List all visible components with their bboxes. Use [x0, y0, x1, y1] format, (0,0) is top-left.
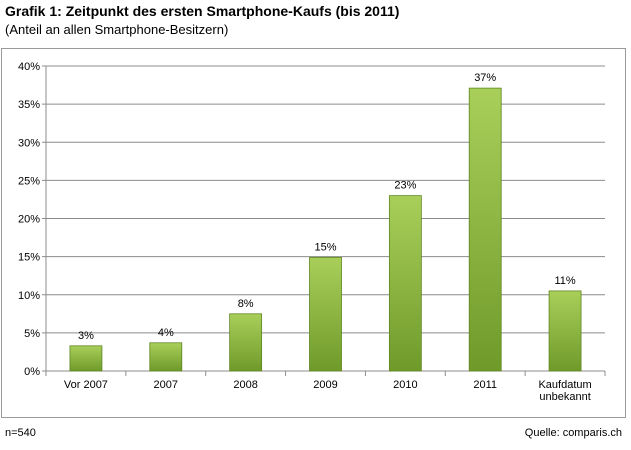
- data-label: 4%: [158, 327, 174, 339]
- x-tick-label: 2010: [393, 379, 417, 391]
- x-tick-label: 2008: [233, 379, 257, 391]
- y-tick-label: 35%: [18, 99, 40, 111]
- y-tick-label: 40%: [18, 61, 40, 73]
- sample-size-note: n=540: [5, 427, 36, 439]
- data-label: 3%: [78, 330, 94, 342]
- x-tick-label: 2009: [313, 379, 337, 391]
- chart-frame: [1, 48, 626, 418]
- bar: [468, 87, 502, 372]
- data-label: 37%: [474, 72, 496, 84]
- chart-subtitle: (Anteil an allen Smartphone-Besitzern): [5, 22, 229, 37]
- bar: [309, 256, 342, 372]
- y-tick-label: 5%: [24, 328, 40, 340]
- bar: [548, 290, 582, 372]
- y-tick-label: 30%: [18, 137, 40, 149]
- x-tick-label: 2011: [473, 379, 497, 391]
- labels: 0% 5% 10% 15% 20% 25% 30% 35% 40% 3% Vor 2007 4% 200…: [18, 61, 592, 403]
- bar: [388, 195, 422, 372]
- bar: [149, 342, 183, 372]
- data-label: 23%: [394, 180, 416, 192]
- source-note: Quelle: comparis.ch: [524, 427, 622, 439]
- data-label: 8%: [238, 298, 254, 310]
- x-tick-label: Kaufdatum: [538, 379, 591, 391]
- y-tick-label: 0%: [24, 366, 40, 378]
- x-tick-label: unbekannt: [539, 391, 590, 403]
- bar: [229, 313, 263, 372]
- bar: [69, 345, 103, 372]
- data-label: 15%: [314, 241, 336, 253]
- y-tick-label: 15%: [18, 252, 40, 264]
- x-tick-label: 2007: [154, 379, 178, 391]
- bars: [69, 87, 582, 372]
- data-label: 11%: [554, 275, 575, 287]
- y-tick-label: 10%: [18, 290, 40, 302]
- y-tick-label: 20%: [18, 214, 40, 226]
- y-tick-label: 25%: [18, 175, 40, 187]
- x-tick-label: Vor 2007: [64, 379, 108, 391]
- chart-title: Grafik 1: Zeitpunkt des ersten Smartphon…: [5, 3, 400, 19]
